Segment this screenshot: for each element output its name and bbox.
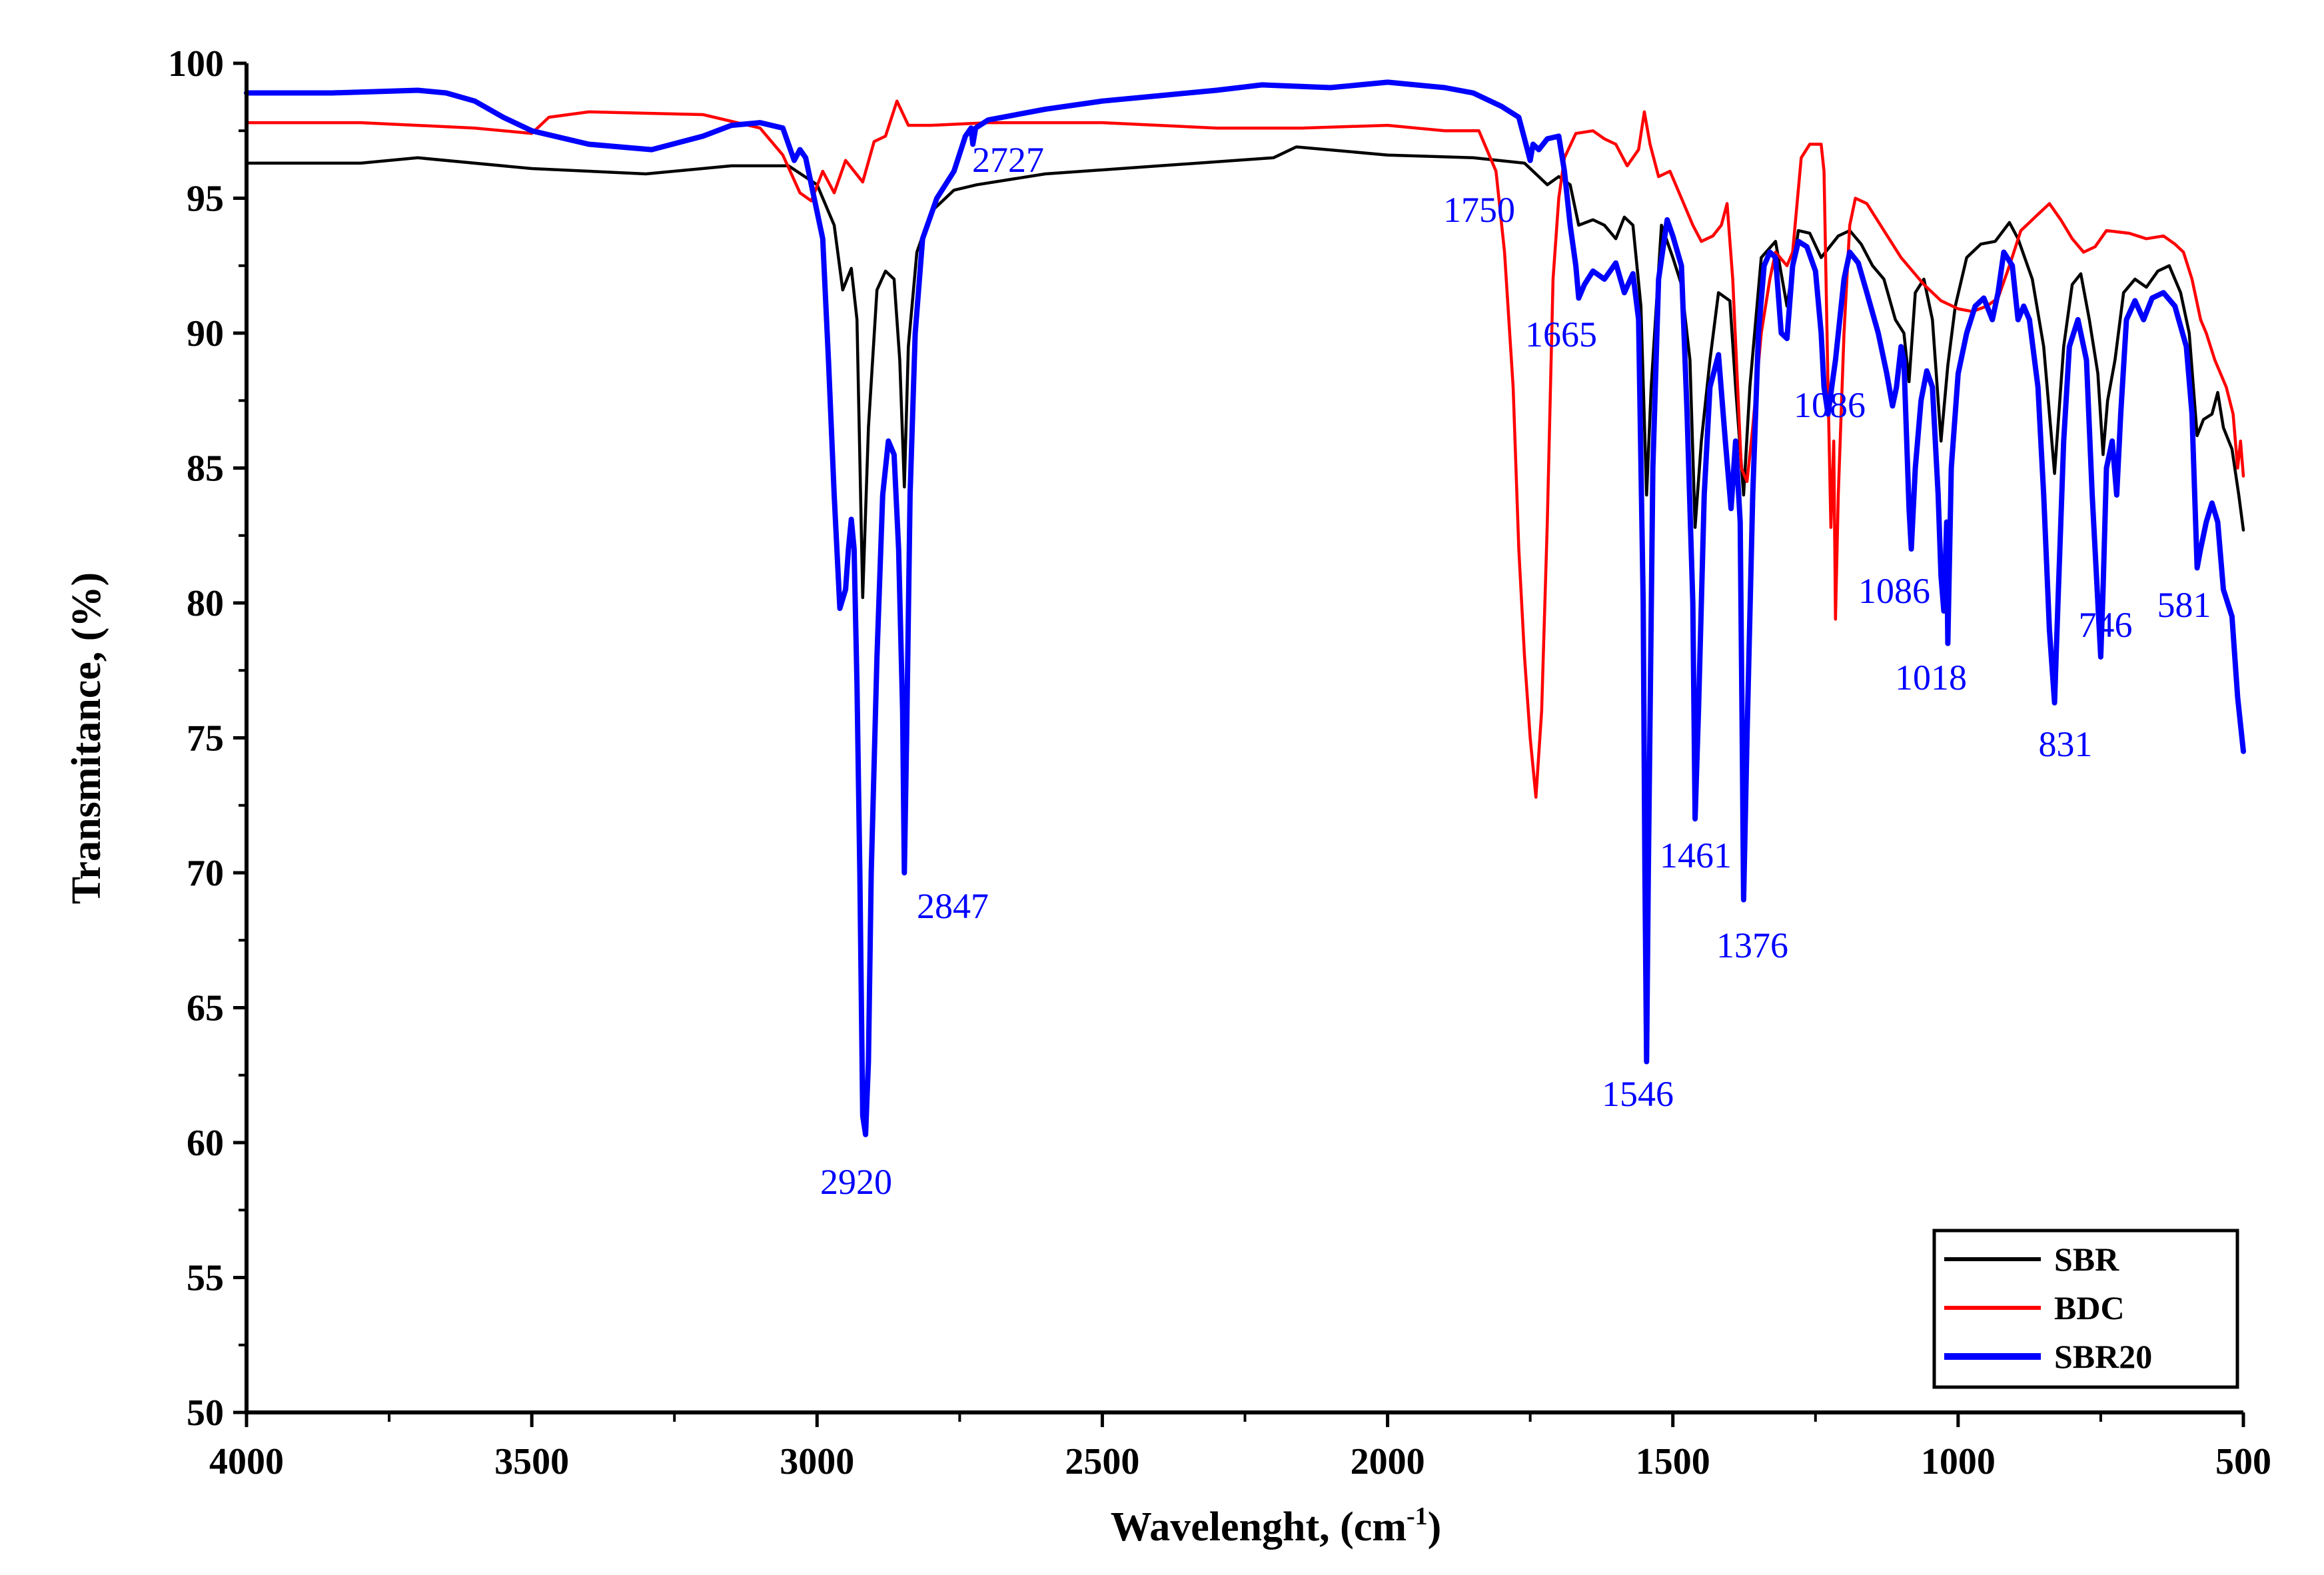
x-axis-title-main: Wavelenght, (cm: [1111, 1504, 1407, 1550]
x-axis-title-sup: -1: [1407, 1502, 1428, 1530]
x-tick-label: 3500: [494, 1441, 569, 1482]
ticks-layer: 50 55 60 65 70 75 80 85 90 95 100 4000 3500 3000 2500 2…: [168, 43, 2271, 1482]
peak-label-2847: 2847: [917, 886, 989, 926]
legend-label-sbr: SBR: [2054, 1241, 2119, 1278]
y-tick-label: 85: [187, 448, 224, 490]
peak-label-1461: 1461: [1660, 835, 1732, 875]
y-tick-label: 90: [187, 313, 224, 354]
peak-label-1086: 1086: [1858, 571, 1930, 611]
y-tick-label: 100: [168, 43, 224, 85]
peak-label-1665: 1665: [1525, 314, 1597, 354]
peak-label-1750: 1750: [1443, 190, 1515, 230]
y-tick-label: 75: [187, 718, 224, 760]
x-tick-label: 3000: [780, 1441, 854, 1482]
series-line-bdc: [245, 99, 2245, 799]
x-tick-label: 1000: [1921, 1441, 1996, 1482]
legend-label-bdc: BDC: [2054, 1289, 2125, 1326]
peak-label-831: 831: [2039, 724, 2093, 764]
x-tick-label: 500: [2215, 1441, 2271, 1482]
peak-label-1086: 1086: [1794, 385, 1866, 425]
y-tick-label: 55: [187, 1258, 224, 1299]
y-tick-label: 80: [187, 583, 224, 624]
peak-label-2920: 2920: [820, 1162, 892, 1202]
legend-label-sbr20: SBR20: [2054, 1338, 2152, 1375]
series-layer: [244, 79, 2246, 1137]
x-tick-label: 4000: [209, 1441, 284, 1482]
x-tick-label: 2000: [1351, 1441, 1425, 1482]
peak-label-1376: 1376: [1716, 925, 1788, 965]
x-axis-title: Wavelenght, (cm-1): [1111, 1502, 1442, 1550]
y-tick-label: 70: [187, 853, 224, 894]
annotations-layer: 2920 2847 2727 1750 1665 1546 1461 1376 1086 1086…: [820, 140, 2211, 1202]
y-tick-label: 65: [187, 988, 224, 1029]
x-axis-title-end: ): [1428, 1504, 1442, 1550]
x-tick-label: 2500: [1065, 1441, 1139, 1482]
peak-label-581: 581: [2157, 585, 2211, 625]
y-tick-label: 95: [187, 179, 224, 220]
peak-label-1018: 1018: [1895, 658, 1967, 698]
legend: SBR BDC SBR20: [1932, 1229, 2239, 1389]
x-tick-label: 1500: [1636, 1441, 1710, 1482]
axes-layer: [245, 63, 2243, 1414]
y-tick-label: 60: [187, 1123, 224, 1164]
peak-label-2727: 2727: [972, 140, 1044, 180]
series-line-sbr20: [244, 79, 2246, 1137]
y-tick-label: 50: [187, 1392, 224, 1434]
peak-label-1546: 1546: [1602, 1074, 1674, 1114]
peak-label-746: 746: [2079, 605, 2133, 645]
y-axis-title: Transmitance, (%): [64, 572, 109, 904]
